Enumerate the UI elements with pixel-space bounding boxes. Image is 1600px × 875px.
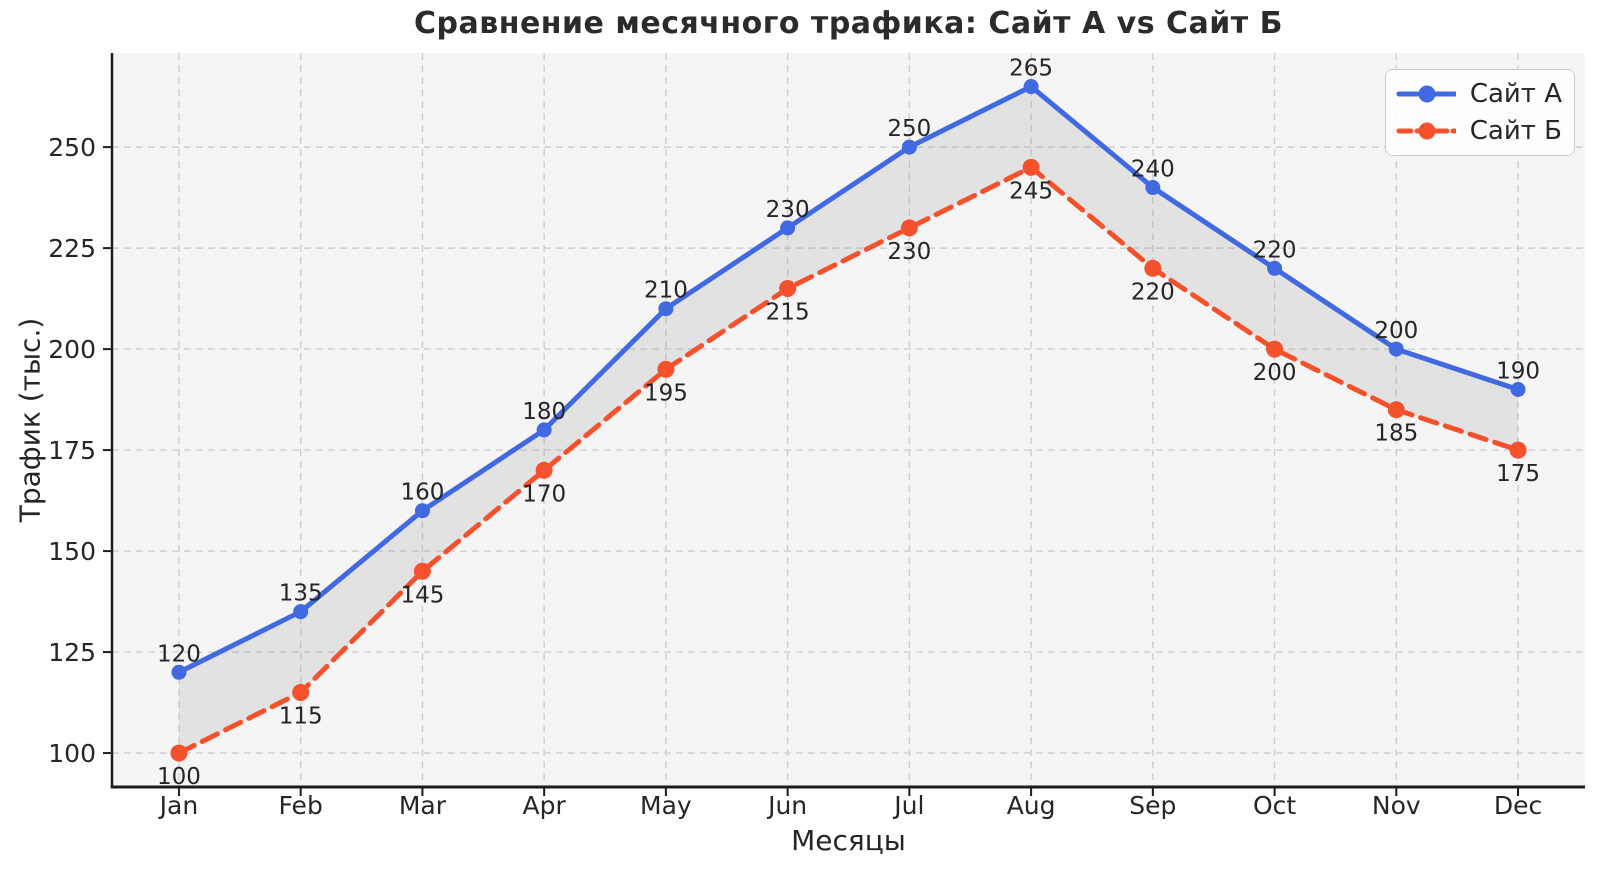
- legend-line-sample-site-b: [1396, 122, 1456, 140]
- x-tick-label: Jun: [766, 791, 807, 820]
- x-tick-label: Jan: [158, 791, 199, 820]
- data-point: [293, 604, 309, 620]
- data-point: [292, 683, 310, 701]
- y-tick-label: 125: [48, 638, 96, 667]
- x-axis-label: Месяцы: [791, 824, 906, 857]
- data-point: [1144, 259, 1162, 277]
- data-label: 185: [1374, 421, 1418, 447]
- y-tick-label: 225: [48, 234, 96, 263]
- x-tick-label: Oct: [1253, 791, 1296, 820]
- data-label: 175: [1496, 461, 1540, 487]
- data-label: 220: [1253, 237, 1297, 263]
- data-point: [779, 280, 797, 298]
- data-label: 135: [279, 581, 323, 607]
- data-label: 145: [400, 582, 444, 608]
- data-point: [1510, 382, 1526, 398]
- x-tick-label: Dec: [1494, 791, 1542, 820]
- legend-sample-marker: [1418, 122, 1436, 140]
- data-label: 170: [522, 481, 566, 507]
- y-tick-label: 250: [48, 133, 96, 162]
- y-tick-label: 175: [48, 436, 96, 465]
- data-point: [1388, 341, 1404, 357]
- data-label: 240: [1131, 157, 1175, 183]
- y-axis-label: Трафик (тыс.): [13, 317, 47, 523]
- data-point: [901, 139, 917, 155]
- data-label: 250: [887, 116, 931, 142]
- data-label: 160: [400, 480, 444, 506]
- data-point: [535, 461, 553, 479]
- x-tick-label: Mar: [399, 791, 447, 820]
- x-tick-label: Jul: [892, 791, 924, 820]
- data-point: [1023, 79, 1039, 95]
- x-tick-label: Nov: [1372, 791, 1421, 820]
- data-point: [1022, 158, 1040, 176]
- plot-background: [112, 53, 1585, 787]
- data-point: [413, 562, 431, 580]
- x-tick-label: Sep: [1129, 791, 1176, 820]
- data-label: 200: [1374, 318, 1418, 344]
- data-label: 120: [157, 641, 201, 667]
- data-point: [1387, 401, 1405, 419]
- data-point: [171, 664, 187, 680]
- data-point: [657, 360, 675, 378]
- data-label: 245: [1009, 178, 1053, 204]
- data-label: 215: [766, 300, 810, 326]
- fill-between-region: [178, 86, 1519, 754]
- y-tick-label: 150: [48, 537, 96, 566]
- data-label: 265: [1009, 56, 1053, 82]
- data-point: [170, 744, 188, 762]
- data-label: 220: [1131, 279, 1175, 305]
- data-point: [900, 219, 918, 237]
- data-point: [658, 301, 674, 317]
- data-label: 190: [1496, 359, 1540, 385]
- chart-title: Сравнение месячного трафика: Сайт А vs С…: [414, 6, 1283, 41]
- data-label: 115: [279, 703, 323, 729]
- x-tick-label: Apr: [523, 791, 567, 820]
- data-point: [1509, 441, 1527, 459]
- series-line-dashed: [176, 164, 1521, 756]
- data-label: 180: [522, 399, 566, 425]
- data-label: 210: [644, 278, 688, 304]
- data-point: [1145, 180, 1161, 196]
- legend-entry-site-b: Сайт Б: [1396, 116, 1562, 146]
- data-label: 230: [887, 239, 931, 265]
- x-tick-label: Feb: [279, 791, 323, 820]
- legend-sample-marker: [1418, 85, 1436, 103]
- data-point: [1267, 260, 1283, 276]
- x-tick-label: Aug: [1007, 791, 1056, 820]
- data-point: [780, 220, 796, 236]
- y-tick-label: 100: [48, 739, 96, 768]
- series-line-solid: [176, 84, 1521, 675]
- y-tick-label: 200: [48, 335, 96, 364]
- legend-entry-site-a: Сайт А: [1396, 79, 1562, 109]
- legend: Сайт А Сайт Б: [1385, 69, 1575, 156]
- data-label: 195: [644, 380, 688, 406]
- legend-label-site-b: Сайт Б: [1469, 116, 1562, 146]
- legend-line-sample-site-a: [1396, 85, 1456, 103]
- data-label: 230: [766, 197, 810, 223]
- data-label: 200: [1253, 360, 1297, 386]
- data-point: [1266, 340, 1284, 358]
- x-tick-label: May: [640, 791, 692, 820]
- legend-label-site-a: Сайт А: [1469, 79, 1562, 109]
- data-point: [536, 422, 552, 438]
- data-point: [414, 503, 430, 519]
